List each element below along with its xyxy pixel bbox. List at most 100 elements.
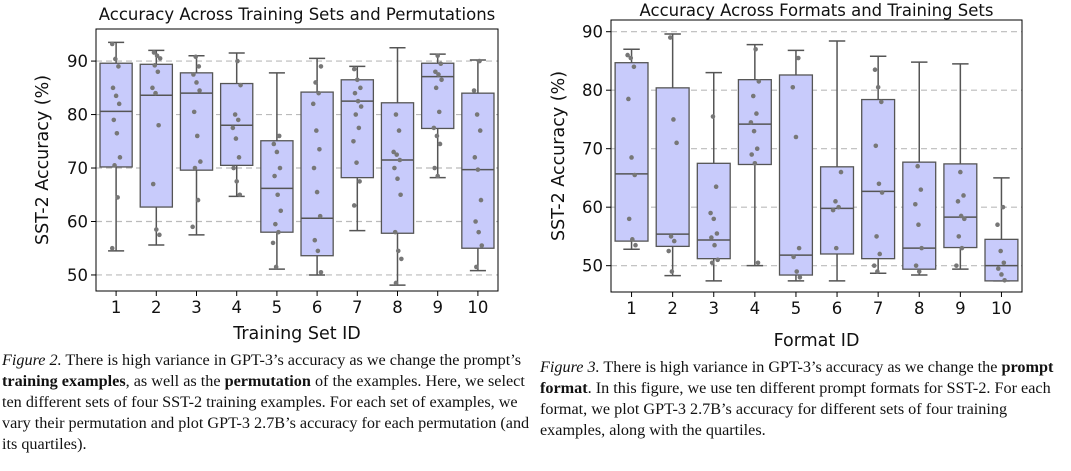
data-point <box>393 280 399 286</box>
data-point <box>671 238 677 244</box>
box-iqr <box>139 63 174 208</box>
data-point <box>669 269 675 274</box>
data-point <box>998 248 1003 254</box>
data-point <box>192 165 198 171</box>
data-point <box>674 140 679 146</box>
data-point <box>749 152 754 157</box>
box-iqr <box>420 62 455 130</box>
data-point <box>626 216 632 222</box>
figure-2: Accuracy Across Training Sets and Permut… <box>0 0 530 471</box>
data-point <box>1002 278 1007 283</box>
data-point <box>358 104 364 109</box>
data-point <box>877 251 883 257</box>
data-point <box>195 197 201 203</box>
data-point <box>955 199 961 204</box>
box-iqr <box>380 102 415 234</box>
data-point <box>278 208 284 214</box>
box-iqr <box>737 79 772 166</box>
data-point <box>270 240 276 246</box>
data-point <box>872 67 878 73</box>
box-iqr <box>902 161 937 270</box>
data-point <box>318 269 324 275</box>
figure-3-caption: Figure 3. There is high variance in GPT-… <box>540 357 1065 441</box>
box-iqr <box>260 140 294 233</box>
box-iqr <box>943 163 978 249</box>
data-point <box>838 169 844 175</box>
data-point <box>157 56 163 61</box>
data-point <box>750 93 756 99</box>
data-point <box>671 117 676 122</box>
data-point <box>317 213 323 219</box>
data-point <box>633 242 638 248</box>
x-tick-label: 5 <box>272 298 283 317</box>
data-point <box>995 266 1001 271</box>
data-point <box>156 122 161 128</box>
data-point <box>796 245 802 251</box>
data-point <box>630 237 635 242</box>
x-tick-label: 2 <box>667 299 678 318</box>
data-point <box>1001 260 1007 266</box>
data-point <box>399 256 404 262</box>
caption-text: of the examples. Here, we select ten dif… <box>2 372 530 453</box>
data-point <box>874 234 879 239</box>
data-point <box>753 46 758 52</box>
data-point <box>708 210 713 216</box>
box-8 <box>902 61 937 276</box>
data-point <box>236 155 242 160</box>
data-point <box>794 269 800 274</box>
data-point <box>193 54 199 60</box>
data-point <box>754 111 759 116</box>
data-point <box>830 207 836 213</box>
data-point <box>352 90 358 96</box>
data-point <box>797 275 803 280</box>
data-point <box>314 189 320 195</box>
box-10 <box>984 177 1019 283</box>
training-sets-boxplot: Accuracy Across Training Sets and Permut… <box>33 5 499 344</box>
data-point <box>916 269 922 274</box>
box-iqr <box>179 72 214 171</box>
box-iqr <box>655 87 690 248</box>
data-point <box>232 112 238 117</box>
data-point <box>272 173 277 179</box>
data-point <box>754 146 760 151</box>
data-point <box>391 149 396 155</box>
data-point <box>709 260 715 266</box>
data-point <box>114 130 120 136</box>
caption-text: There is high variance in GPT-3’s accura… <box>61 351 522 369</box>
data-point <box>436 109 442 115</box>
plot-frame <box>610 19 1023 293</box>
figure-2-caption: Figure 2. There is high variance in GPT-… <box>2 350 530 455</box>
data-point <box>317 147 322 152</box>
box-3 <box>179 54 214 236</box>
data-point <box>438 61 444 67</box>
data-point <box>116 64 121 69</box>
y-tick-label: 80 <box>67 106 88 125</box>
data-point <box>959 245 965 251</box>
data-point <box>958 213 964 219</box>
box-9 <box>420 53 455 179</box>
data-point <box>791 254 796 260</box>
caption-label: Figure 3. <box>540 358 600 376</box>
data-point <box>712 242 717 248</box>
data-point <box>191 72 196 77</box>
data-point <box>238 82 243 88</box>
data-point <box>667 35 673 40</box>
data-point <box>1000 204 1006 210</box>
x-tick-label: 4 <box>750 299 761 318</box>
box-iqr <box>696 162 731 260</box>
y-axis-label: SST-2 Accuracy (%) <box>549 71 569 241</box>
data-point <box>111 117 117 123</box>
data-point <box>439 77 444 83</box>
data-point <box>353 112 359 117</box>
data-point <box>836 204 841 210</box>
data-point <box>354 160 359 165</box>
data-point <box>393 112 399 117</box>
data-point <box>235 117 241 123</box>
box-iqr <box>819 166 855 255</box>
data-point <box>394 152 400 157</box>
x-tick-label: 1 <box>111 298 122 317</box>
data-point <box>475 167 481 172</box>
box-5 <box>778 49 814 282</box>
data-point <box>355 98 361 104</box>
data-point <box>472 155 478 160</box>
